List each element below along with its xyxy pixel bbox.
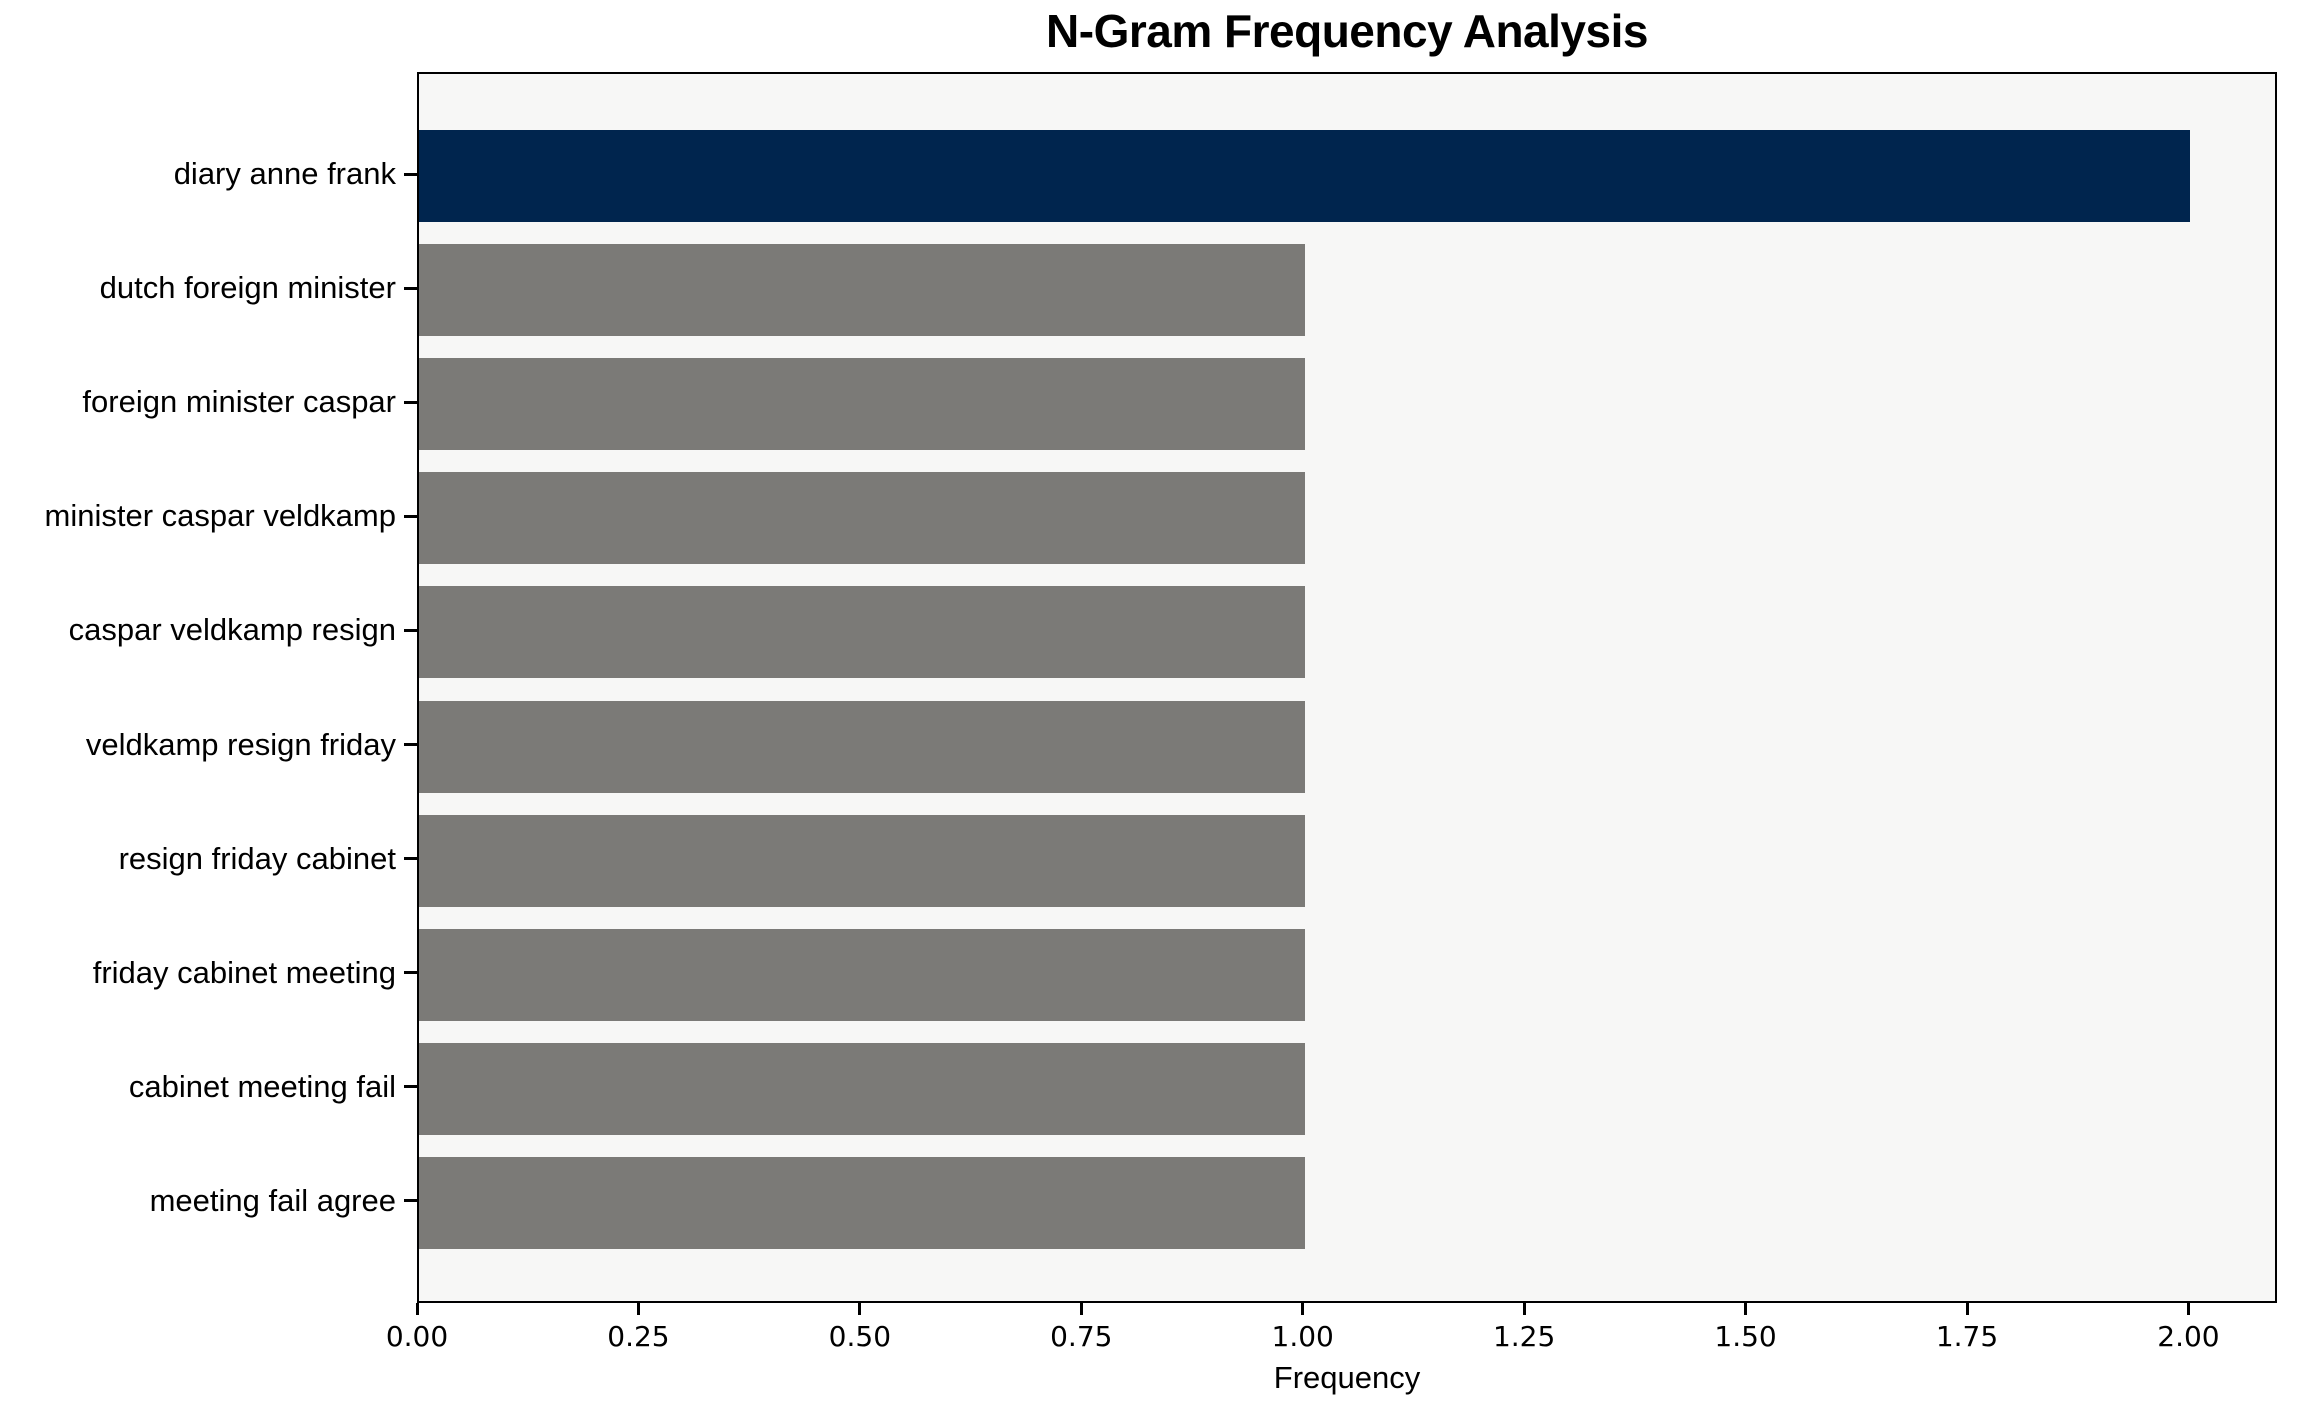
y-tick-mark: [404, 172, 417, 176]
y-tick-mark: [404, 1199, 417, 1203]
bar-veldkamp-resign-friday: [419, 700, 1305, 793]
x-tick-label: 1.50: [1714, 1320, 1777, 1353]
x-tick-mark: [1965, 1303, 1969, 1315]
y-tick-mark: [404, 971, 417, 975]
y-tick-mark: [404, 628, 417, 632]
y-tick-label: meeting fail agree: [149, 1182, 396, 1218]
y-tick-mark: [404, 400, 417, 404]
bar-caspar-veldkamp-resign: [419, 586, 1305, 679]
bar-friday-cabinet-meeting: [419, 928, 1305, 1021]
bar-diary-anne-frank: [419, 130, 2191, 222]
bar-cabinet-meeting-fail: [419, 1042, 1305, 1135]
x-tick-mark: [415, 1303, 419, 1315]
x-tick-mark: [1522, 1303, 1526, 1315]
bar-resign-friday-cabinet: [419, 814, 1305, 907]
y-tick-label: foreign minister caspar: [82, 384, 396, 420]
y-tick-mark: [404, 857, 417, 861]
y-tick-label: caspar veldkamp resign: [68, 612, 396, 648]
x-tick-label: 0.00: [385, 1320, 449, 1353]
y-tick-mark: [404, 286, 417, 290]
y-tick-label: resign friday cabinet: [118, 840, 396, 876]
x-tick-mark: [1079, 1303, 1083, 1315]
y-tick-label: friday cabinet meeting: [92, 954, 396, 990]
x-tick-mark: [858, 1303, 862, 1315]
bar-dutch-foreign-minister: [419, 244, 1305, 337]
x-tick-mark: [1744, 1303, 1748, 1315]
y-tick-mark: [404, 743, 417, 746]
x-tick-label: 1.25: [1492, 1320, 1556, 1353]
bar-minister-caspar-veldkamp: [419, 472, 1305, 565]
x-tick-label: 1.00: [1271, 1320, 1334, 1353]
plot-area: [417, 72, 2277, 1303]
bar-foreign-minister-caspar: [419, 358, 1305, 451]
y-tick-label: dutch foreign minister: [99, 270, 396, 306]
x-axis-label: Frequency: [1273, 1360, 1421, 1395]
x-tick-mark: [2186, 1303, 2190, 1315]
y-tick-label: veldkamp resign friday: [85, 726, 396, 762]
y-tick-mark: [404, 1085, 417, 1089]
y-tick-mark: [404, 514, 417, 518]
x-tick-label: 0.50: [828, 1320, 892, 1353]
y-tick-label: diary anne frank: [173, 156, 396, 191]
x-tick-label: 1.75: [1935, 1320, 1999, 1353]
y-tick-label: minister caspar veldkamp: [44, 498, 396, 534]
x-tick-label: 0.25: [607, 1320, 670, 1353]
chart-title: N-Gram Frequency Analysis: [1046, 5, 1648, 57]
x-tick-label: 2.00: [2157, 1320, 2220, 1353]
x-tick-mark: [636, 1303, 640, 1315]
y-tick-label: cabinet meeting fail: [128, 1068, 396, 1104]
x-tick-mark: [1301, 1303, 1305, 1315]
bar-meeting-fail-agree: [419, 1156, 1305, 1249]
x-tick-label: 0.75: [1050, 1320, 1113, 1353]
